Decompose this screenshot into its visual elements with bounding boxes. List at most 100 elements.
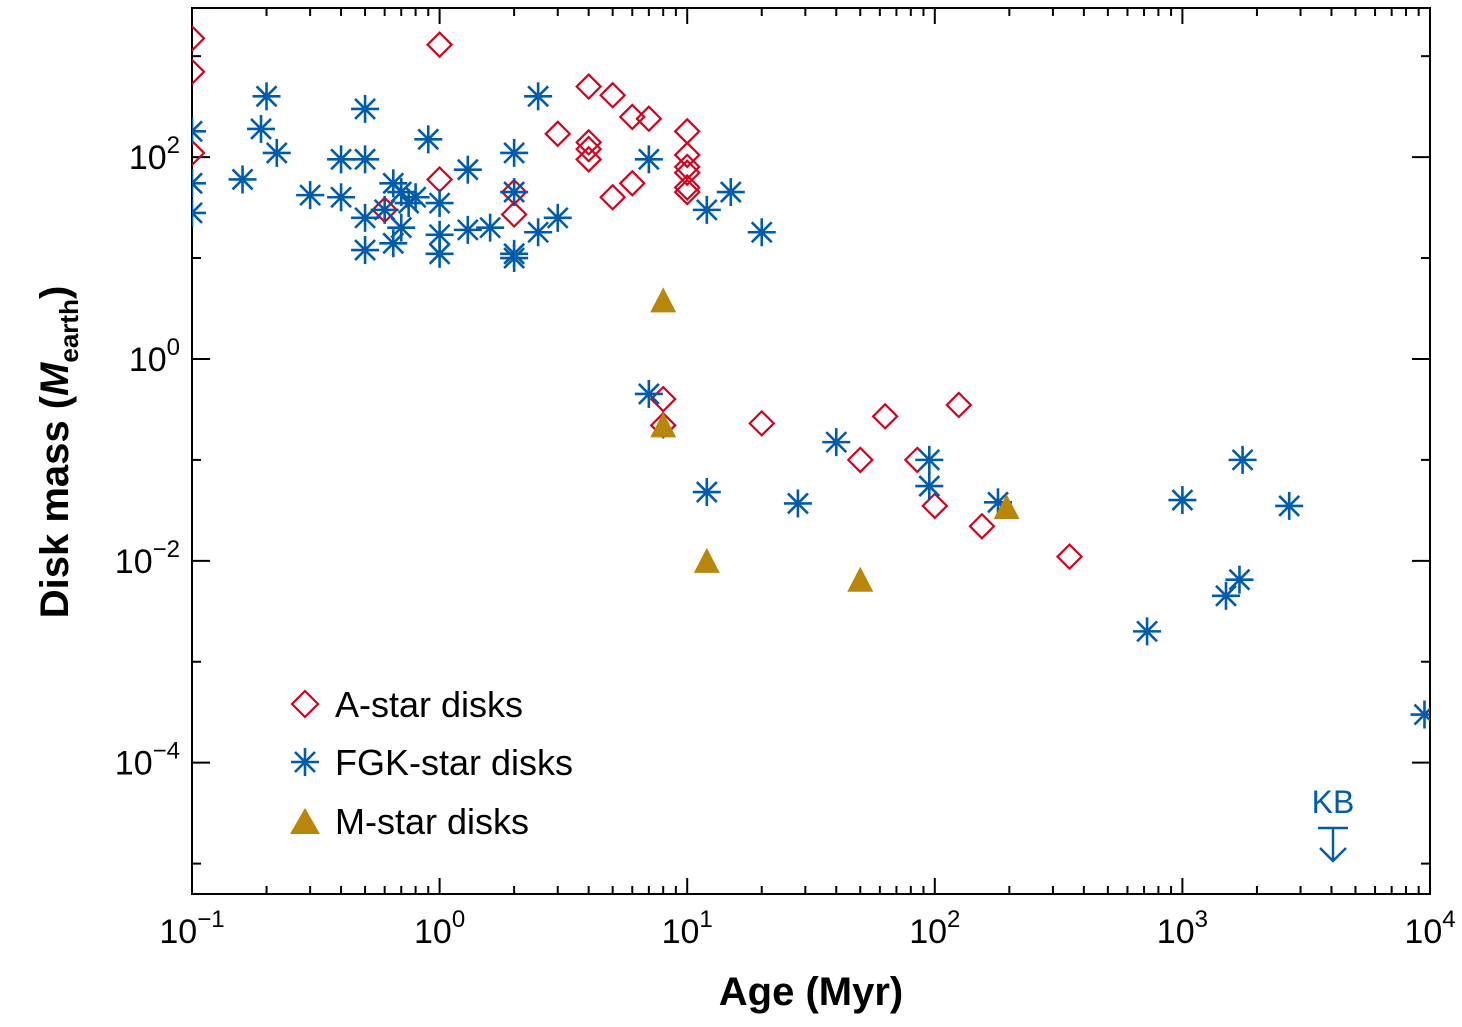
fgk-star-point (692, 478, 721, 507)
a-star-point (500, 200, 528, 229)
fgk-star-point (327, 145, 356, 174)
fgk-star-point (453, 215, 482, 244)
fgk-star-point (915, 472, 944, 501)
x-tick-label: 102 (909, 906, 960, 951)
a-star-point (1055, 543, 1084, 571)
legend-label-a-star: A-star disks (335, 684, 523, 725)
fgk-star-point (500, 244, 529, 273)
fgk-star-point (370, 195, 399, 224)
x-tick-label: 103 (1157, 906, 1208, 951)
fgk-star-point (425, 189, 454, 218)
fgk-star-point (192, 198, 206, 227)
a-star-point (968, 512, 996, 540)
legend-marker-triangle (290, 808, 320, 834)
fgk-star-point (379, 229, 408, 258)
fgk-star-point (1212, 581, 1241, 610)
data-points (192, 24, 1430, 729)
kb-upper-limit-arrow-icon (1318, 826, 1348, 863)
a-star-point (192, 139, 206, 167)
fgk-star-point (822, 428, 851, 457)
a-star-point (871, 402, 899, 430)
fgk-star-point (351, 145, 380, 174)
fgk-star-point (401, 183, 430, 212)
fgk-star-point (387, 213, 416, 242)
legend-marker-asterisk (291, 748, 319, 776)
a-star-point (575, 128, 603, 156)
a-star-point (846, 446, 874, 474)
a-star-point (599, 81, 627, 109)
a-star-point (192, 58, 206, 86)
fgk-star-point (476, 213, 505, 242)
fgk-star-point (1228, 445, 1257, 474)
m-star-point (650, 412, 677, 438)
m-star-point (693, 547, 720, 573)
y-tick-label: 100 (129, 334, 180, 379)
a-star-point (618, 169, 646, 197)
a-star-point (635, 105, 663, 133)
fgk-star-point (524, 82, 553, 111)
legend-item-m-star: M-star disks (290, 801, 529, 842)
legend-label-m-star: M-star disks (335, 801, 529, 842)
tick-labels: 10−1 100 101 102 103 104 102 100 10−2 10−4 (115, 132, 1456, 951)
fgk-star-point (915, 445, 944, 474)
a-star-point (544, 120, 572, 148)
fgk-star-point (500, 138, 529, 167)
a-star-point (618, 103, 646, 131)
plot-area-frame (191, 7, 1431, 895)
fgk-star-point (716, 178, 745, 207)
m-star-point (847, 566, 874, 592)
y-tick-label: 10−2 (115, 536, 180, 581)
fgk-star-point (453, 155, 482, 184)
fgk-star-point (524, 218, 553, 247)
y-axis-title: Disk mass (Mearth) (33, 286, 84, 619)
legend-label-fgk-star: FGK-star disks (335, 742, 573, 783)
fgk-star-point (692, 195, 721, 224)
a-star-point (192, 24, 206, 52)
fgk-star-point (192, 169, 206, 198)
fgk-star-point (327, 183, 356, 212)
legend-item-fgk-star: FGK-star disks (291, 742, 573, 783)
x-tick-label: 104 (1404, 906, 1455, 951)
a-star-point (748, 409, 776, 437)
fgk-star-point (192, 117, 206, 146)
y-tick-label: 102 (129, 132, 180, 177)
fgk-star-point (247, 114, 276, 143)
fgk-star-point (1168, 486, 1197, 515)
x-tick-label: 101 (662, 906, 713, 951)
legend-item-a-star: A-star disks (290, 684, 523, 725)
fgk-star-point (747, 218, 776, 247)
fgk-star-point (351, 203, 380, 232)
fgk-star-point (228, 165, 257, 194)
a-star-point (921, 492, 949, 520)
fgk-star-point (1275, 491, 1304, 520)
fgk-star-point (1225, 565, 1254, 594)
fgk-star-point (783, 489, 812, 518)
fgk-star-point (414, 125, 443, 154)
legend-marker-diamond (290, 689, 320, 719)
a-star-point (945, 391, 973, 419)
m-star-point (993, 494, 1020, 520)
m-star-point (650, 287, 677, 313)
a-star-point (673, 178, 701, 206)
x-axis-title: Age (Myr) (719, 970, 903, 1014)
x-tick-label: 10−1 (159, 906, 224, 951)
axis-ticks (191, 8, 1431, 894)
a-star-point (599, 183, 627, 211)
fgk-star-point (425, 239, 454, 268)
x-tick-label: 100 (414, 906, 465, 951)
a-star-point (426, 31, 454, 59)
fgk-star-point (634, 379, 663, 408)
fgk-star-point (1133, 617, 1162, 646)
fgk-star-point (351, 94, 380, 123)
fgk-star-point (634, 145, 663, 174)
a-star-point (426, 165, 454, 194)
fgk-star-point (296, 181, 325, 210)
fgk-star-point (351, 236, 380, 265)
a-star-point (575, 135, 603, 163)
a-star-point (673, 173, 701, 202)
fgk-star-point (543, 203, 572, 232)
fgk-star-point (500, 178, 529, 207)
a-star-point (575, 72, 603, 101)
fgk-star-point (262, 138, 291, 167)
